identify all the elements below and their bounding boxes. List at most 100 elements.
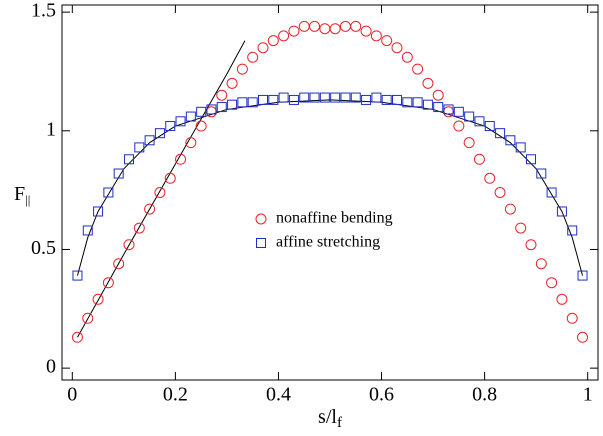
point (474, 116, 485, 127)
point (505, 135, 516, 146)
point (463, 137, 475, 149)
point (525, 239, 537, 251)
point (360, 25, 372, 37)
point (124, 154, 134, 165)
point (536, 168, 547, 179)
point (392, 94, 402, 105)
point (535, 258, 547, 270)
point (82, 225, 93, 236)
point (113, 168, 124, 179)
x-tick-label: 0 (67, 384, 77, 406)
point (371, 92, 382, 103)
y-axis-label-text: F (14, 183, 25, 205)
point (361, 94, 372, 105)
point (93, 206, 104, 217)
point (422, 99, 433, 110)
point (443, 104, 454, 115)
point (268, 94, 279, 105)
point (144, 135, 155, 146)
point (309, 92, 320, 103)
point (443, 106, 455, 118)
point (92, 293, 104, 305)
point (154, 128, 165, 139)
point (339, 20, 351, 32)
y-tick-label: 1 (46, 118, 56, 140)
point (288, 94, 299, 105)
plot-frame (61, 4, 599, 381)
y-axis-label-sub: || (25, 192, 30, 207)
point (402, 97, 413, 108)
y-tick-label: 0.5 (31, 237, 56, 259)
x-tick-label: 0.4 (266, 384, 291, 406)
point (329, 23, 341, 35)
x-axis-label-text: s/l (318, 406, 337, 428)
point (350, 92, 361, 103)
point (154, 187, 166, 198)
fit-line (76, 99, 584, 276)
point (216, 89, 228, 101)
point (205, 106, 217, 118)
point (319, 23, 331, 35)
point (278, 92, 289, 103)
point (556, 206, 567, 217)
point (196, 106, 207, 117)
point (185, 137, 197, 149)
point (185, 111, 196, 122)
point (247, 97, 258, 108)
point (267, 35, 279, 47)
point (102, 277, 114, 289)
point (381, 94, 392, 105)
point (350, 20, 362, 32)
y-tick-label: 0 (46, 356, 56, 378)
point (433, 102, 444, 113)
point (504, 203, 516, 215)
point (236, 63, 248, 75)
point (494, 187, 506, 198)
point (453, 106, 464, 117)
point (299, 92, 310, 103)
point (206, 104, 217, 115)
point (381, 35, 393, 47)
point (164, 172, 176, 184)
legend-marker (255, 213, 267, 225)
point (288, 25, 300, 37)
legend-box (248, 205, 426, 257)
point (412, 63, 424, 75)
point (237, 97, 248, 108)
point (144, 203, 156, 215)
point (195, 120, 207, 132)
y-axis-label: F|| (14, 183, 30, 207)
point (515, 222, 527, 234)
point (464, 111, 475, 122)
legend-marker (256, 238, 266, 248)
point (175, 116, 186, 127)
point (103, 187, 114, 198)
point (216, 102, 227, 113)
point (319, 92, 330, 103)
point (370, 30, 382, 42)
point (566, 312, 578, 324)
x-axis-label: s/lf (318, 406, 342, 432)
point (247, 51, 259, 63)
point (546, 277, 558, 289)
point (556, 293, 568, 305)
point (577, 270, 588, 281)
x-tick-label: 1 (583, 384, 593, 406)
legend-label: nonaffine bending (276, 210, 393, 227)
point (298, 20, 310, 32)
point (577, 331, 589, 343)
fit-line (77, 40, 246, 338)
point (391, 42, 403, 54)
point (72, 270, 83, 281)
point (484, 121, 495, 132)
x-tick-label: 0.2 (163, 384, 188, 406)
point (412, 97, 423, 108)
point (226, 77, 238, 89)
y-tick-label: 1.5 (31, 0, 56, 22)
point (165, 121, 176, 132)
point (82, 312, 94, 324)
point (278, 30, 290, 42)
legend-label: affine stretching (276, 234, 380, 251)
point (495, 128, 506, 139)
